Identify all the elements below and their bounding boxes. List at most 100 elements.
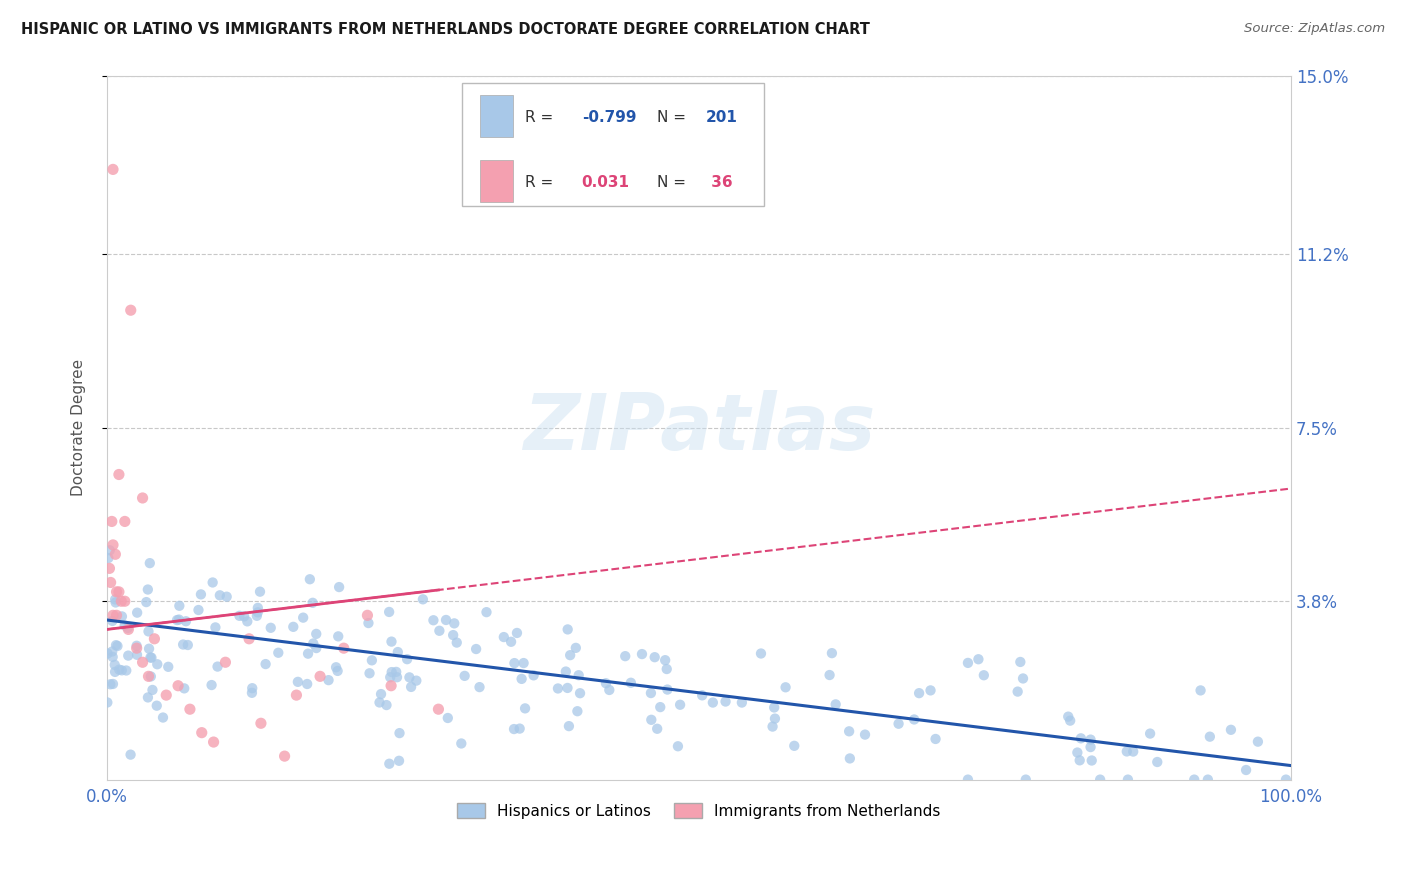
Point: [1015, 772, 1038, 787]
Point: [1219, 723, 1241, 737]
Text: R =: R =: [524, 175, 558, 190]
Point: [690, 689, 713, 703]
Point: [169, 599, 191, 613]
Point: [152, 710, 174, 724]
FancyBboxPatch shape: [463, 83, 763, 206]
Point: [1012, 672, 1035, 686]
Point: [215, 590, 238, 604]
Point: [924, 731, 946, 746]
Point: [1115, 744, 1137, 758]
Point: [761, 720, 783, 734]
Point: [388, 726, 411, 740]
Point: [654, 653, 676, 667]
Point: [240, 686, 263, 700]
Point: [125, 648, 148, 662]
Point: [101, 644, 124, 658]
Point: [920, 683, 942, 698]
Point: [956, 656, 979, 670]
Point: [775, 681, 797, 695]
Point: [387, 645, 409, 659]
Point: [167, 679, 190, 693]
Point: [503, 656, 526, 670]
Text: 36: 36: [706, 175, 733, 190]
Point: [101, 538, 124, 552]
Point: [328, 629, 350, 643]
Point: [554, 665, 576, 679]
Point: [657, 682, 679, 697]
Point: [359, 666, 381, 681]
Point: [301, 596, 323, 610]
FancyBboxPatch shape: [479, 95, 513, 137]
Point: [655, 662, 678, 676]
Point: [101, 608, 124, 623]
Point: [1007, 684, 1029, 698]
Point: [1080, 740, 1102, 755]
Point: [96, 696, 118, 710]
Point: [650, 700, 672, 714]
Point: [101, 515, 124, 529]
Text: ZIPatlas: ZIPatlas: [523, 390, 875, 466]
Point: [749, 647, 772, 661]
Point: [131, 655, 153, 669]
Point: [821, 646, 844, 660]
Point: [1010, 655, 1032, 669]
Point: [110, 594, 132, 608]
Point: [702, 696, 724, 710]
Point: [136, 582, 159, 597]
Text: HISPANIC OR LATINO VS IMMIGRANTS FROM NETHERLANDS DOCTORATE DEGREE CORRELATION C: HISPANIC OR LATINO VS IMMIGRANTS FROM NE…: [21, 22, 870, 37]
Point: [1139, 726, 1161, 740]
Point: [1234, 763, 1257, 777]
Point: [108, 663, 131, 677]
Point: [560, 648, 582, 662]
Point: [1057, 709, 1080, 723]
Point: [179, 702, 201, 716]
Point: [267, 646, 290, 660]
Point: [405, 673, 427, 688]
Point: [105, 638, 128, 652]
Point: [468, 680, 491, 694]
Point: [190, 725, 212, 739]
Point: [523, 668, 546, 682]
Point: [595, 676, 617, 690]
Point: [114, 515, 136, 529]
Point: [107, 639, 129, 653]
Point: [240, 681, 263, 696]
Point: [214, 655, 236, 669]
Point: [388, 754, 411, 768]
Point: [568, 668, 591, 682]
Point: [375, 698, 398, 712]
Point: [104, 547, 127, 561]
Point: [100, 575, 122, 590]
Point: [557, 681, 579, 695]
Point: [565, 640, 588, 655]
Point: [1247, 734, 1270, 748]
Point: [305, 627, 328, 641]
Point: [309, 669, 332, 683]
Point: [166, 613, 188, 627]
Point: [108, 467, 131, 482]
Point: [138, 669, 160, 683]
Point: [620, 675, 643, 690]
Point: [380, 679, 402, 693]
Point: [101, 614, 124, 628]
Point: [204, 620, 226, 634]
Point: [305, 641, 328, 656]
Point: [450, 736, 472, 750]
Text: 0.031: 0.031: [582, 175, 630, 190]
Point: [326, 664, 349, 678]
Point: [429, 624, 451, 638]
Point: [973, 668, 995, 682]
Point: [298, 572, 321, 586]
Point: [108, 585, 131, 599]
Point: [1116, 772, 1139, 787]
Point: [143, 632, 166, 646]
Point: [260, 621, 283, 635]
Point: [838, 724, 860, 739]
Point: [114, 594, 136, 608]
Point: [1080, 754, 1102, 768]
Point: [818, 668, 841, 682]
Text: N =: N =: [658, 111, 692, 125]
Point: [145, 698, 167, 713]
Point: [398, 670, 420, 684]
Point: [200, 678, 222, 692]
